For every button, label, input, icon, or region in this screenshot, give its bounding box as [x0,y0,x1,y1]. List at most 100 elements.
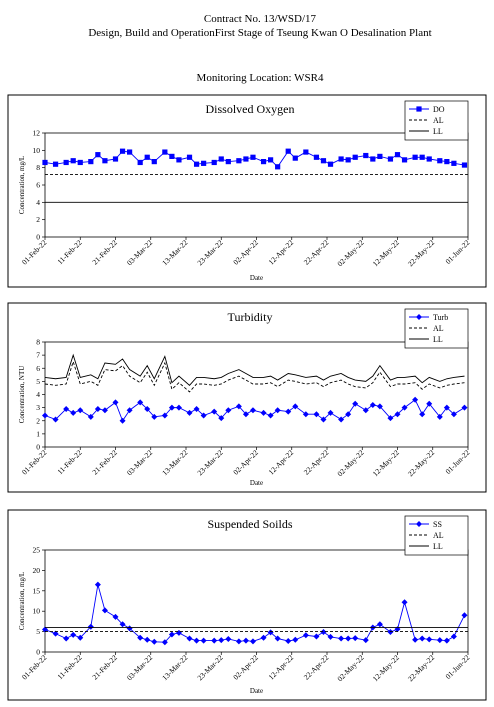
project: Design, Build and OperationFirst Stage o… [88,27,431,39]
data-point [70,409,77,416]
x-tick-label: 02-Apr-22 [231,448,260,477]
data-point [52,630,59,637]
data-point [426,400,433,407]
data-point [250,154,256,160]
data-point [225,159,231,165]
contract: Contract No. 13/WSD/17 [204,13,317,25]
series-line [44,353,465,386]
y-tick-label: 4 [36,198,40,207]
data-point [426,636,433,643]
legend-label: DO [433,105,445,114]
data-point [161,639,168,646]
x-tick-label: 12-Apr-22 [267,653,296,682]
data-point [63,405,70,412]
data-point [201,160,207,166]
x-tick-label: 23-Mar-22 [195,448,224,477]
panel-frame [7,509,487,701]
x-axis-label: Date [250,687,263,695]
location: Monitoring Location: WSR4 [197,72,324,84]
data-point [218,637,225,644]
data-point [303,149,309,155]
data-point [461,404,468,411]
legend-label: LL [433,127,443,136]
data-point [119,417,126,424]
data-point [363,152,369,159]
data-point [42,159,48,166]
x-tick-label: 12-May-22 [371,238,401,268]
data-point [88,159,94,165]
x-tick-label: 12-Apr-22 [267,448,296,477]
chart-title: Dissolved Oxygen [206,102,295,116]
data-point [200,637,207,644]
panel-frame [7,302,487,493]
data-point [42,626,48,633]
data-point [225,407,232,414]
data-point [376,403,383,410]
y-tick-label: 2 [36,416,40,425]
y-axis-label: Concentration, mg/L [18,156,26,214]
y-tick-label: 5 [36,377,40,386]
data-point [151,638,158,645]
data-point [394,411,401,418]
x-tick-label: 22-Apr-22 [302,238,331,267]
data-point [144,636,151,643]
x-tick-label: 12-May-22 [371,653,401,683]
x-axis-label: Date [250,479,263,487]
data-point [345,635,352,642]
data-point [320,629,327,636]
x-tick-label: 11-Feb-22 [55,653,83,681]
data-point [161,412,168,419]
data-point [137,634,144,641]
data-point [313,154,320,160]
data-point [274,407,281,414]
data-point [267,412,274,419]
x-tick-label: 02-Apr-22 [231,653,260,682]
data-point [451,160,457,166]
x-tick-label: 12-May-22 [371,448,401,478]
data-point [249,407,256,414]
data-point [186,409,193,416]
data-point [101,607,108,614]
data-point [151,159,157,165]
data-point [461,612,468,619]
data-point [285,148,291,154]
chart: Dissolved Oxygen 0 2 4 6 8 10 12 01-Feb-22 11-Feb… [7,94,487,288]
series-line [44,584,465,643]
data-point [292,403,299,410]
legend-marker [416,106,422,112]
data-point [193,161,200,167]
x-tick-label: 21-Feb-22 [90,448,119,477]
data-point [461,162,468,168]
y-tick-label: 0 [36,648,40,657]
x-tick-label: 01-Feb-22 [20,448,49,477]
legend-label: LL [433,335,443,344]
data-point [70,158,76,164]
data-point [211,637,218,644]
legend-label: Turb [433,313,448,322]
data-point [345,157,351,163]
y-tick-label: 10 [33,607,41,616]
data-point [119,621,126,628]
data-point [186,635,193,642]
y-tick-label: 8 [36,338,40,347]
data-point [370,156,376,162]
y-axis-label: Concentration, NTU [18,366,26,424]
y-tick-label: 10 [33,146,41,155]
data-point [450,633,457,640]
data-point [412,396,419,403]
legend-label: AL [433,116,444,125]
data-point [394,152,401,158]
data-point [52,161,59,167]
data-point [444,159,450,165]
data-point [101,407,108,414]
legend-box [404,308,469,349]
chart: Turbidity 0 1 2 3 4 5 6 7 8 01-Feb-22 11-Feb-22 21-F… [7,302,487,493]
data-point [102,158,108,164]
y-tick-label: 25 [33,546,41,555]
data-point [211,159,217,166]
data-point [275,164,281,170]
data-point [437,158,443,164]
x-tick-label: 22-Apr-22 [302,448,331,477]
data-point [426,156,432,162]
legend-box [404,515,469,556]
